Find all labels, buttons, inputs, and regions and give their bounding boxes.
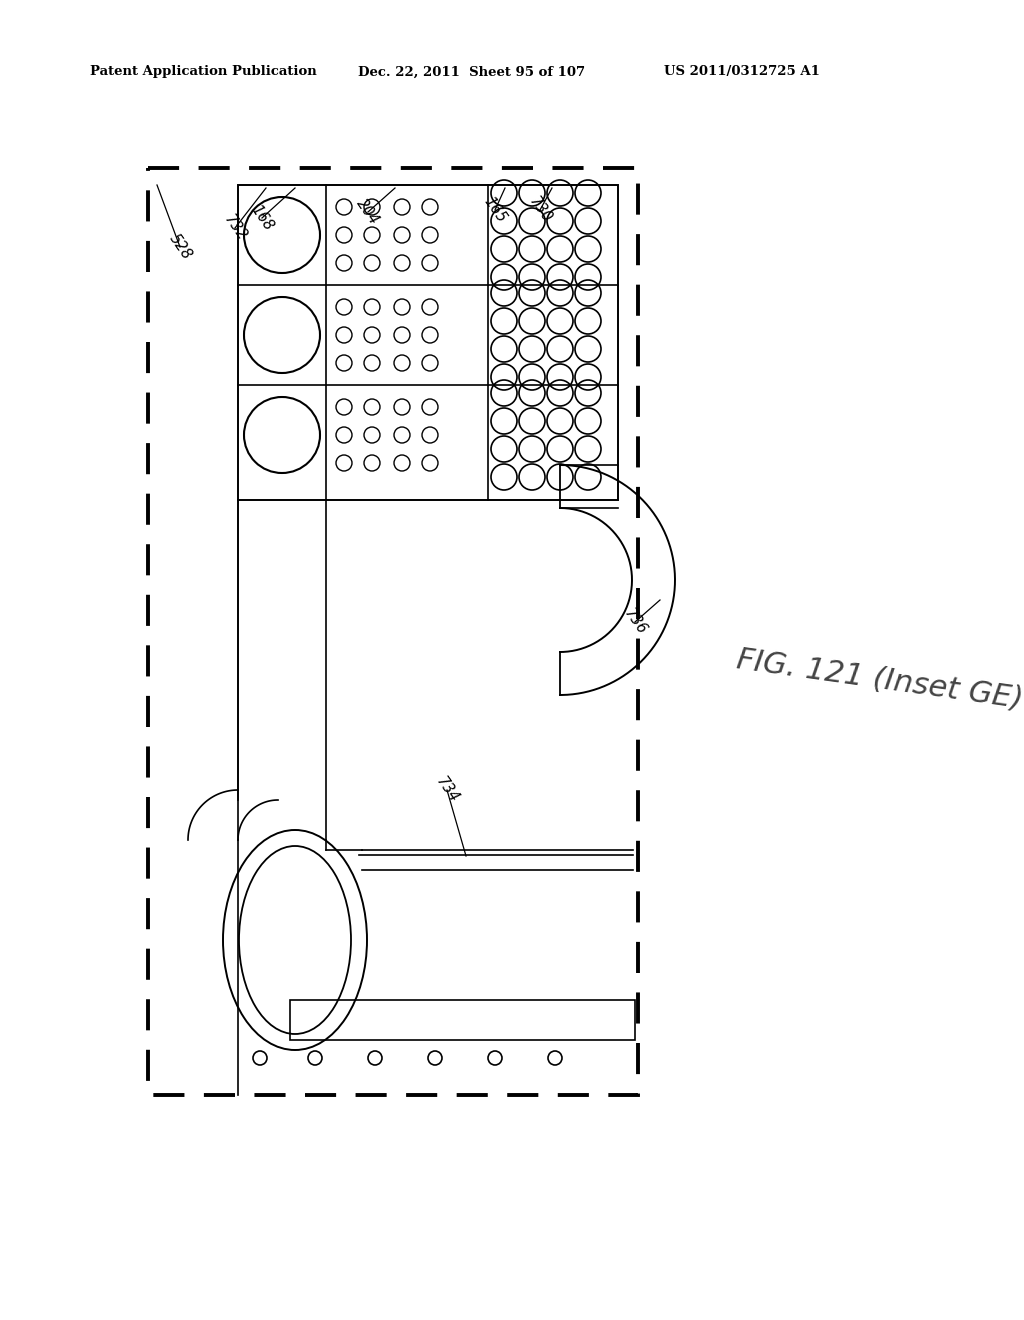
Text: Dec. 22, 2011  Sheet 95 of 107: Dec. 22, 2011 Sheet 95 of 107	[358, 66, 585, 78]
Text: 165: 165	[481, 194, 509, 226]
Bar	[148, 168, 638, 1096]
Text: Patent Application Publication: Patent Application Publication	[90, 66, 316, 78]
Text: 730: 730	[526, 194, 554, 226]
Text: 736: 736	[621, 606, 649, 638]
Text: 204: 204	[354, 197, 382, 227]
Text: 528: 528	[166, 231, 195, 263]
Text: FIG. 121 (Inset GE): FIG. 121 (Inset GE)	[735, 645, 1024, 714]
Bar	[290, 1001, 635, 1040]
Text: 734: 734	[433, 775, 461, 805]
Text: US 2011/0312725 A1: US 2011/0312725 A1	[664, 66, 820, 78]
Text: 732: 732	[221, 213, 249, 244]
Text: 168: 168	[248, 202, 276, 234]
Bar	[238, 185, 618, 500]
